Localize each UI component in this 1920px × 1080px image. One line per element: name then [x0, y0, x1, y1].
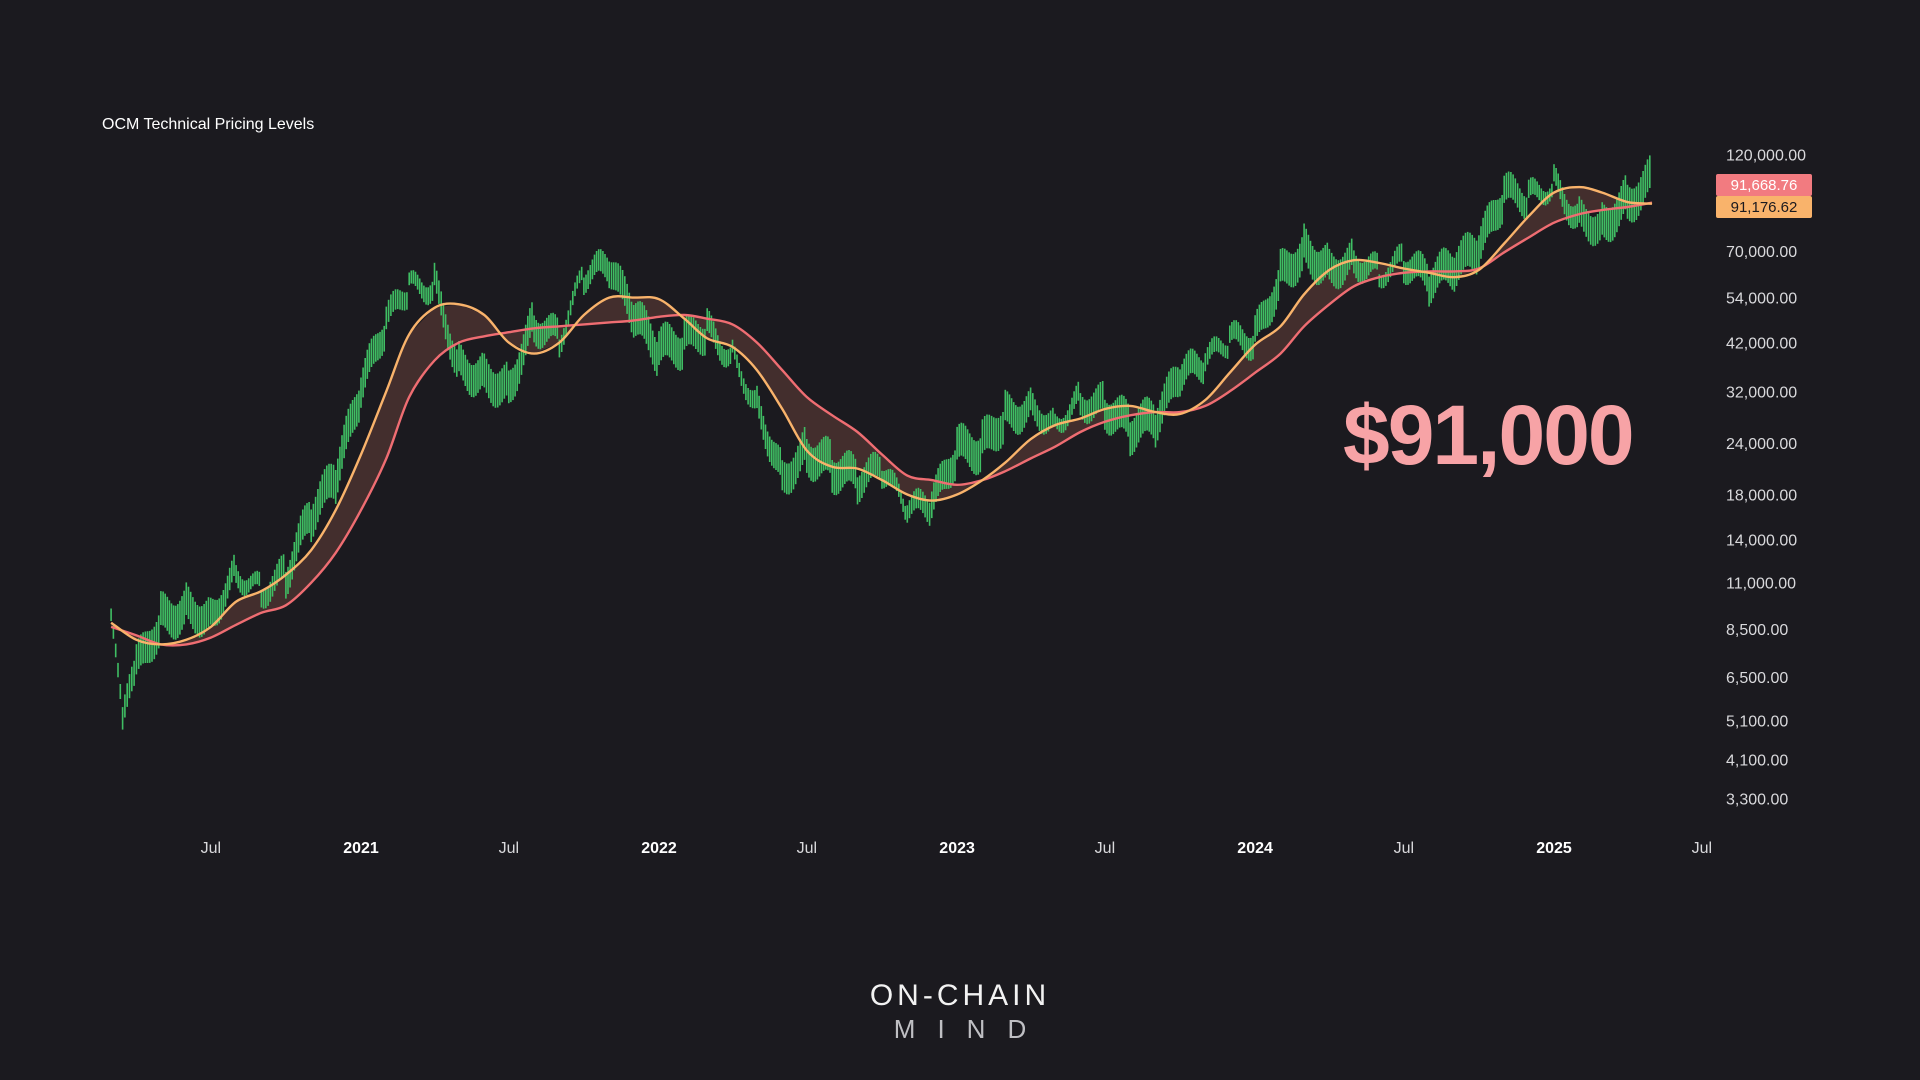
series-line-red	[110, 201, 1653, 647]
price-tag-bg	[1716, 196, 1812, 218]
price-tag-label: 91,668.76	[1731, 177, 1798, 194]
y-axis: 120,000.00 70,000.00 54,000.00 42,000.00 32,…	[1726, 147, 1806, 808]
y-tick-label: 32,000.00	[1726, 384, 1797, 401]
x-tick-label: 2023	[939, 840, 975, 857]
y-tick-label: 5,100.00	[1726, 714, 1788, 731]
x-tick-label: Jul	[201, 840, 221, 857]
x-tick-label: 2021	[343, 840, 379, 857]
y-tick-label: 8,500.00	[1726, 622, 1788, 639]
y-tick-label: 3,300.00	[1726, 792, 1788, 809]
x-tick-label: Jul	[499, 840, 519, 857]
price-tag-label: 91,176.62	[1731, 199, 1798, 216]
x-tick-label: Jul	[1095, 840, 1115, 857]
series-line-orange	[110, 185, 1653, 646]
x-tick-label: 2022	[641, 840, 677, 857]
x-tick-label: 2025	[1536, 840, 1572, 857]
brand-line-1: ON-CHAIN	[870, 979, 1050, 1012]
y-tick-label: 42,000.00	[1726, 336, 1797, 353]
y-tick-label: 14,000.00	[1726, 533, 1797, 550]
y-tick-label: 24,000.00	[1726, 436, 1797, 453]
x-tick-label: 2024	[1237, 840, 1273, 857]
brand-line-2: MIND	[894, 1014, 1048, 1044]
price-tag-layer: 91,668.76 91,176.62	[1716, 174, 1812, 218]
x-tick-label: Jul	[797, 840, 817, 857]
chart-title: OCM Technical Pricing Levels	[102, 116, 314, 133]
y-tick-label: 11,000.00	[1726, 576, 1796, 593]
y-tick-label: 70,000.00	[1726, 244, 1797, 261]
y-tick-label: 54,000.00	[1726, 291, 1797, 308]
x-axis: Jul 2021 Jul 2022 Jul 2023 Jul 2024 Jul 2025 Jul	[201, 840, 1712, 857]
x-tick-label: Jul	[1692, 840, 1712, 857]
y-tick-label: 6,500.00	[1726, 670, 1788, 687]
candle-layer	[110, 155, 1651, 730]
y-tick-label: 18,000.00	[1726, 488, 1797, 505]
line-layer	[110, 185, 1653, 647]
y-tick-label: 120,000.00	[1726, 147, 1806, 164]
x-tick-label: Jul	[1394, 840, 1414, 857]
price-tag-bg	[1716, 174, 1812, 196]
price-annotation: $91,000	[1343, 388, 1633, 482]
y-tick-label: 4,100.00	[1726, 753, 1788, 770]
